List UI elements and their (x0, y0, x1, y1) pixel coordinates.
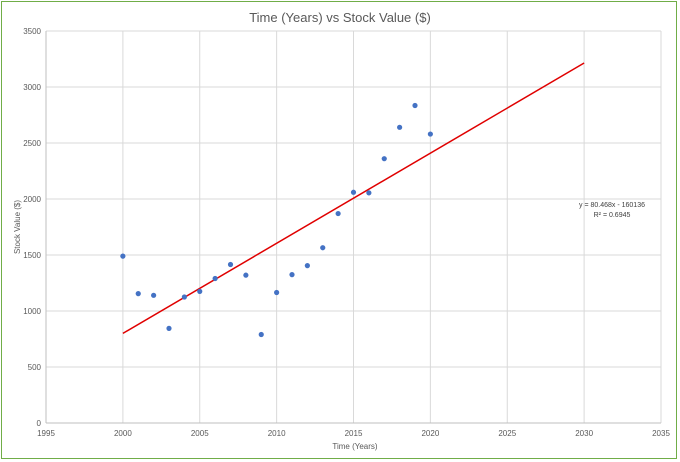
x-tick-label: 1995 (37, 429, 55, 438)
data-point (427, 131, 433, 137)
x-tick-label: 2000 (114, 429, 132, 438)
x-tick-label: 2020 (421, 429, 439, 438)
y-tick-label: 1500 (23, 251, 41, 260)
x-tick-label: 2005 (191, 429, 209, 438)
x-tick-label: 2015 (345, 429, 363, 438)
data-point (304, 263, 310, 269)
data-point (227, 261, 234, 268)
chart-title: Time (Years) vs Stock Value ($) (249, 10, 431, 25)
data-point (397, 124, 403, 130)
data-point (120, 253, 126, 259)
trendline-equation: y = 80.468x - 160136 (579, 202, 645, 209)
data-point (350, 189, 357, 195)
data-point (289, 272, 295, 278)
y-tick-label: 500 (28, 363, 42, 372)
y-tick-label: 2000 (23, 195, 41, 204)
data-point (335, 210, 341, 217)
trendline-layer (122, 62, 585, 335)
data-point (381, 156, 387, 162)
axes (45, 31, 661, 424)
data-point (320, 245, 326, 251)
data-point (412, 102, 418, 109)
data-points (120, 102, 433, 338)
data-point (366, 190, 372, 196)
data-point (151, 292, 157, 298)
y-axis-label: Stock Value ($) (13, 200, 22, 254)
data-point (197, 288, 203, 294)
data-point (258, 331, 264, 338)
y-tick-label: 0 (37, 419, 42, 428)
data-point (274, 289, 280, 296)
x-tick-label: 2030 (575, 429, 593, 438)
tick-labels: 1995 2000 2005 2010 2015 2020 2025 2030 2035 0 500… (23, 27, 670, 438)
gridlines (45, 30, 662, 424)
data-point (212, 275, 218, 282)
trendline (122, 62, 585, 335)
x-axis-label: Time (Years) (332, 442, 378, 451)
y-tick-label: 3500 (23, 27, 41, 36)
trendline-r-squared: R² = 0.6945 (594, 212, 631, 219)
data-point (166, 325, 172, 331)
data-point (135, 291, 141, 297)
x-tick-label: 2035 (652, 429, 670, 438)
data-point (181, 294, 187, 300)
y-tick-label: 3000 (23, 83, 41, 92)
x-tick-label: 2025 (498, 429, 516, 438)
y-tick-label: 1000 (23, 307, 41, 316)
y-tick-label: 2500 (23, 139, 41, 148)
data-point (243, 272, 249, 278)
x-tick-label: 2010 (268, 429, 286, 438)
